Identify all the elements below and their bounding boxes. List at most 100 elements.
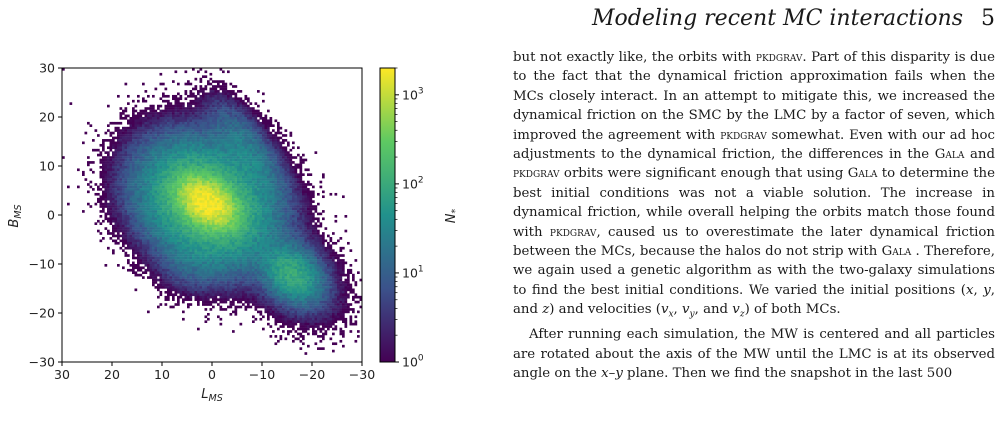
heatmap-cell: [249, 249, 253, 252]
heatmap-cell: [157, 170, 160, 174]
heatmap-cell: [149, 119, 153, 123]
heatmap-cell: [204, 237, 208, 240]
heatmap-cell: [197, 271, 200, 274]
heatmap-cell: [134, 288, 138, 292]
heatmap-cell: [159, 290, 163, 294]
heatmap-cell: [232, 168, 235, 172]
heatmap-cell: [184, 244, 188, 248]
heatmap-cell: [204, 273, 208, 277]
heatmap-cell: [207, 224, 210, 228]
heatmap-cell: [157, 241, 160, 245]
heatmap-cell: [134, 219, 138, 223]
heatmap-cell: [147, 143, 150, 147]
heatmap-cell: [207, 293, 210, 297]
heatmap-cell: [219, 249, 223, 252]
heatmap-cell: [224, 283, 228, 287]
heatmap-cell: [177, 200, 180, 203]
heatmap-cell: [154, 161, 158, 164]
heatmap-cell: [224, 224, 228, 228]
heatmap-cell: [217, 268, 220, 272]
heatmap-cell: [144, 268, 148, 272]
heatmap-cell: [252, 124, 255, 127]
heatmap-cell: [244, 205, 248, 208]
heatmap-cell: [99, 232, 103, 235]
heatmap-cell: [229, 207, 233, 211]
heatmap-cell: [257, 305, 260, 309]
heatmap-cell: [194, 94, 198, 98]
heatmap-cell: [204, 254, 208, 257]
heatmap-cell: [189, 293, 193, 297]
heatmap-cell: [249, 219, 253, 223]
heatmap-cell: [142, 146, 145, 150]
heatmap-cell: [107, 207, 110, 211]
heatmap-cell: [87, 163, 90, 167]
heatmap-cell: [207, 281, 210, 284]
heatmap-cell: [197, 121, 200, 125]
heatmap-cell: [144, 202, 148, 206]
heatmap-cell: [249, 224, 253, 228]
heatmap-cell: [129, 264, 133, 267]
heatmap-cell: [209, 283, 213, 287]
heatmap-cell: [149, 232, 153, 235]
heatmap-cell: [134, 129, 138, 132]
heatmap-cell: [139, 117, 143, 120]
heatmap-cell: [212, 300, 215, 304]
heatmap-cell: [184, 295, 188, 299]
heatmap-cell: [142, 200, 145, 203]
heatmap-cell: [197, 104, 200, 108]
heatmap-cell: [252, 200, 255, 203]
heatmap-cell: [102, 173, 105, 176]
heatmap-cell: [244, 175, 248, 179]
heatmap-cell: [232, 239, 235, 243]
heatmap-cell: [224, 85, 228, 88]
heatmap-cell: [132, 112, 135, 115]
heatmap-cell: [257, 271, 260, 274]
heatmap-cell: [249, 151, 253, 154]
heatmap-cell: [204, 188, 208, 191]
heatmap-cell: [202, 114, 205, 118]
heatmap-cell: [202, 237, 205, 240]
heatmap-cell: [202, 178, 205, 181]
heatmap-cell: [254, 303, 258, 306]
heatmap-cell: [137, 234, 140, 238]
heatmap-cell: [257, 224, 260, 228]
heatmap-cell: [127, 246, 130, 250]
heatmap-cell: [257, 195, 260, 199]
heatmap-cell: [114, 188, 118, 191]
heatmap-cell: [229, 278, 233, 282]
heatmap-cell: [212, 173, 215, 176]
heatmap-cell: [259, 161, 263, 164]
heatmap-cell: [204, 190, 208, 194]
heatmap-cell: [107, 151, 110, 154]
heatmap-cell: [167, 278, 170, 282]
heatmap-cell: [214, 92, 218, 96]
heatmap-cell: [112, 166, 115, 169]
heatmap-cell: [139, 166, 143, 169]
heatmap-cell: [144, 192, 148, 196]
heatmap-cell: [249, 251, 253, 255]
heatmap-cell: [177, 219, 180, 223]
heatmap-cell: [142, 156, 145, 159]
heatmap-cell: [192, 109, 195, 113]
heatmap-cell: [242, 104, 245, 108]
heatmap-cell: [252, 166, 255, 169]
heatmap-cell: [232, 85, 235, 88]
heatmap-cell: [179, 153, 183, 157]
heatmap-cell: [144, 180, 148, 184]
heatmap-cell: [157, 148, 160, 152]
heatmap-cell: [252, 217, 255, 221]
heatmap-cell: [234, 310, 238, 314]
heatmap-cell: [174, 256, 178, 260]
heatmap-cell: [137, 180, 140, 184]
heatmap-cell: [259, 153, 263, 157]
heatmap-cell: [207, 146, 210, 150]
heatmap-cell: [212, 156, 215, 159]
heatmap-cell: [174, 188, 178, 191]
heatmap-cell: [184, 290, 188, 294]
heatmap-cell: [134, 141, 138, 145]
heatmap-cell: [214, 271, 218, 274]
heatmap-cell: [254, 119, 258, 123]
heatmap-cell: [124, 202, 128, 206]
heatmap-cell: [259, 249, 263, 252]
heatmap-cell: [219, 202, 223, 206]
